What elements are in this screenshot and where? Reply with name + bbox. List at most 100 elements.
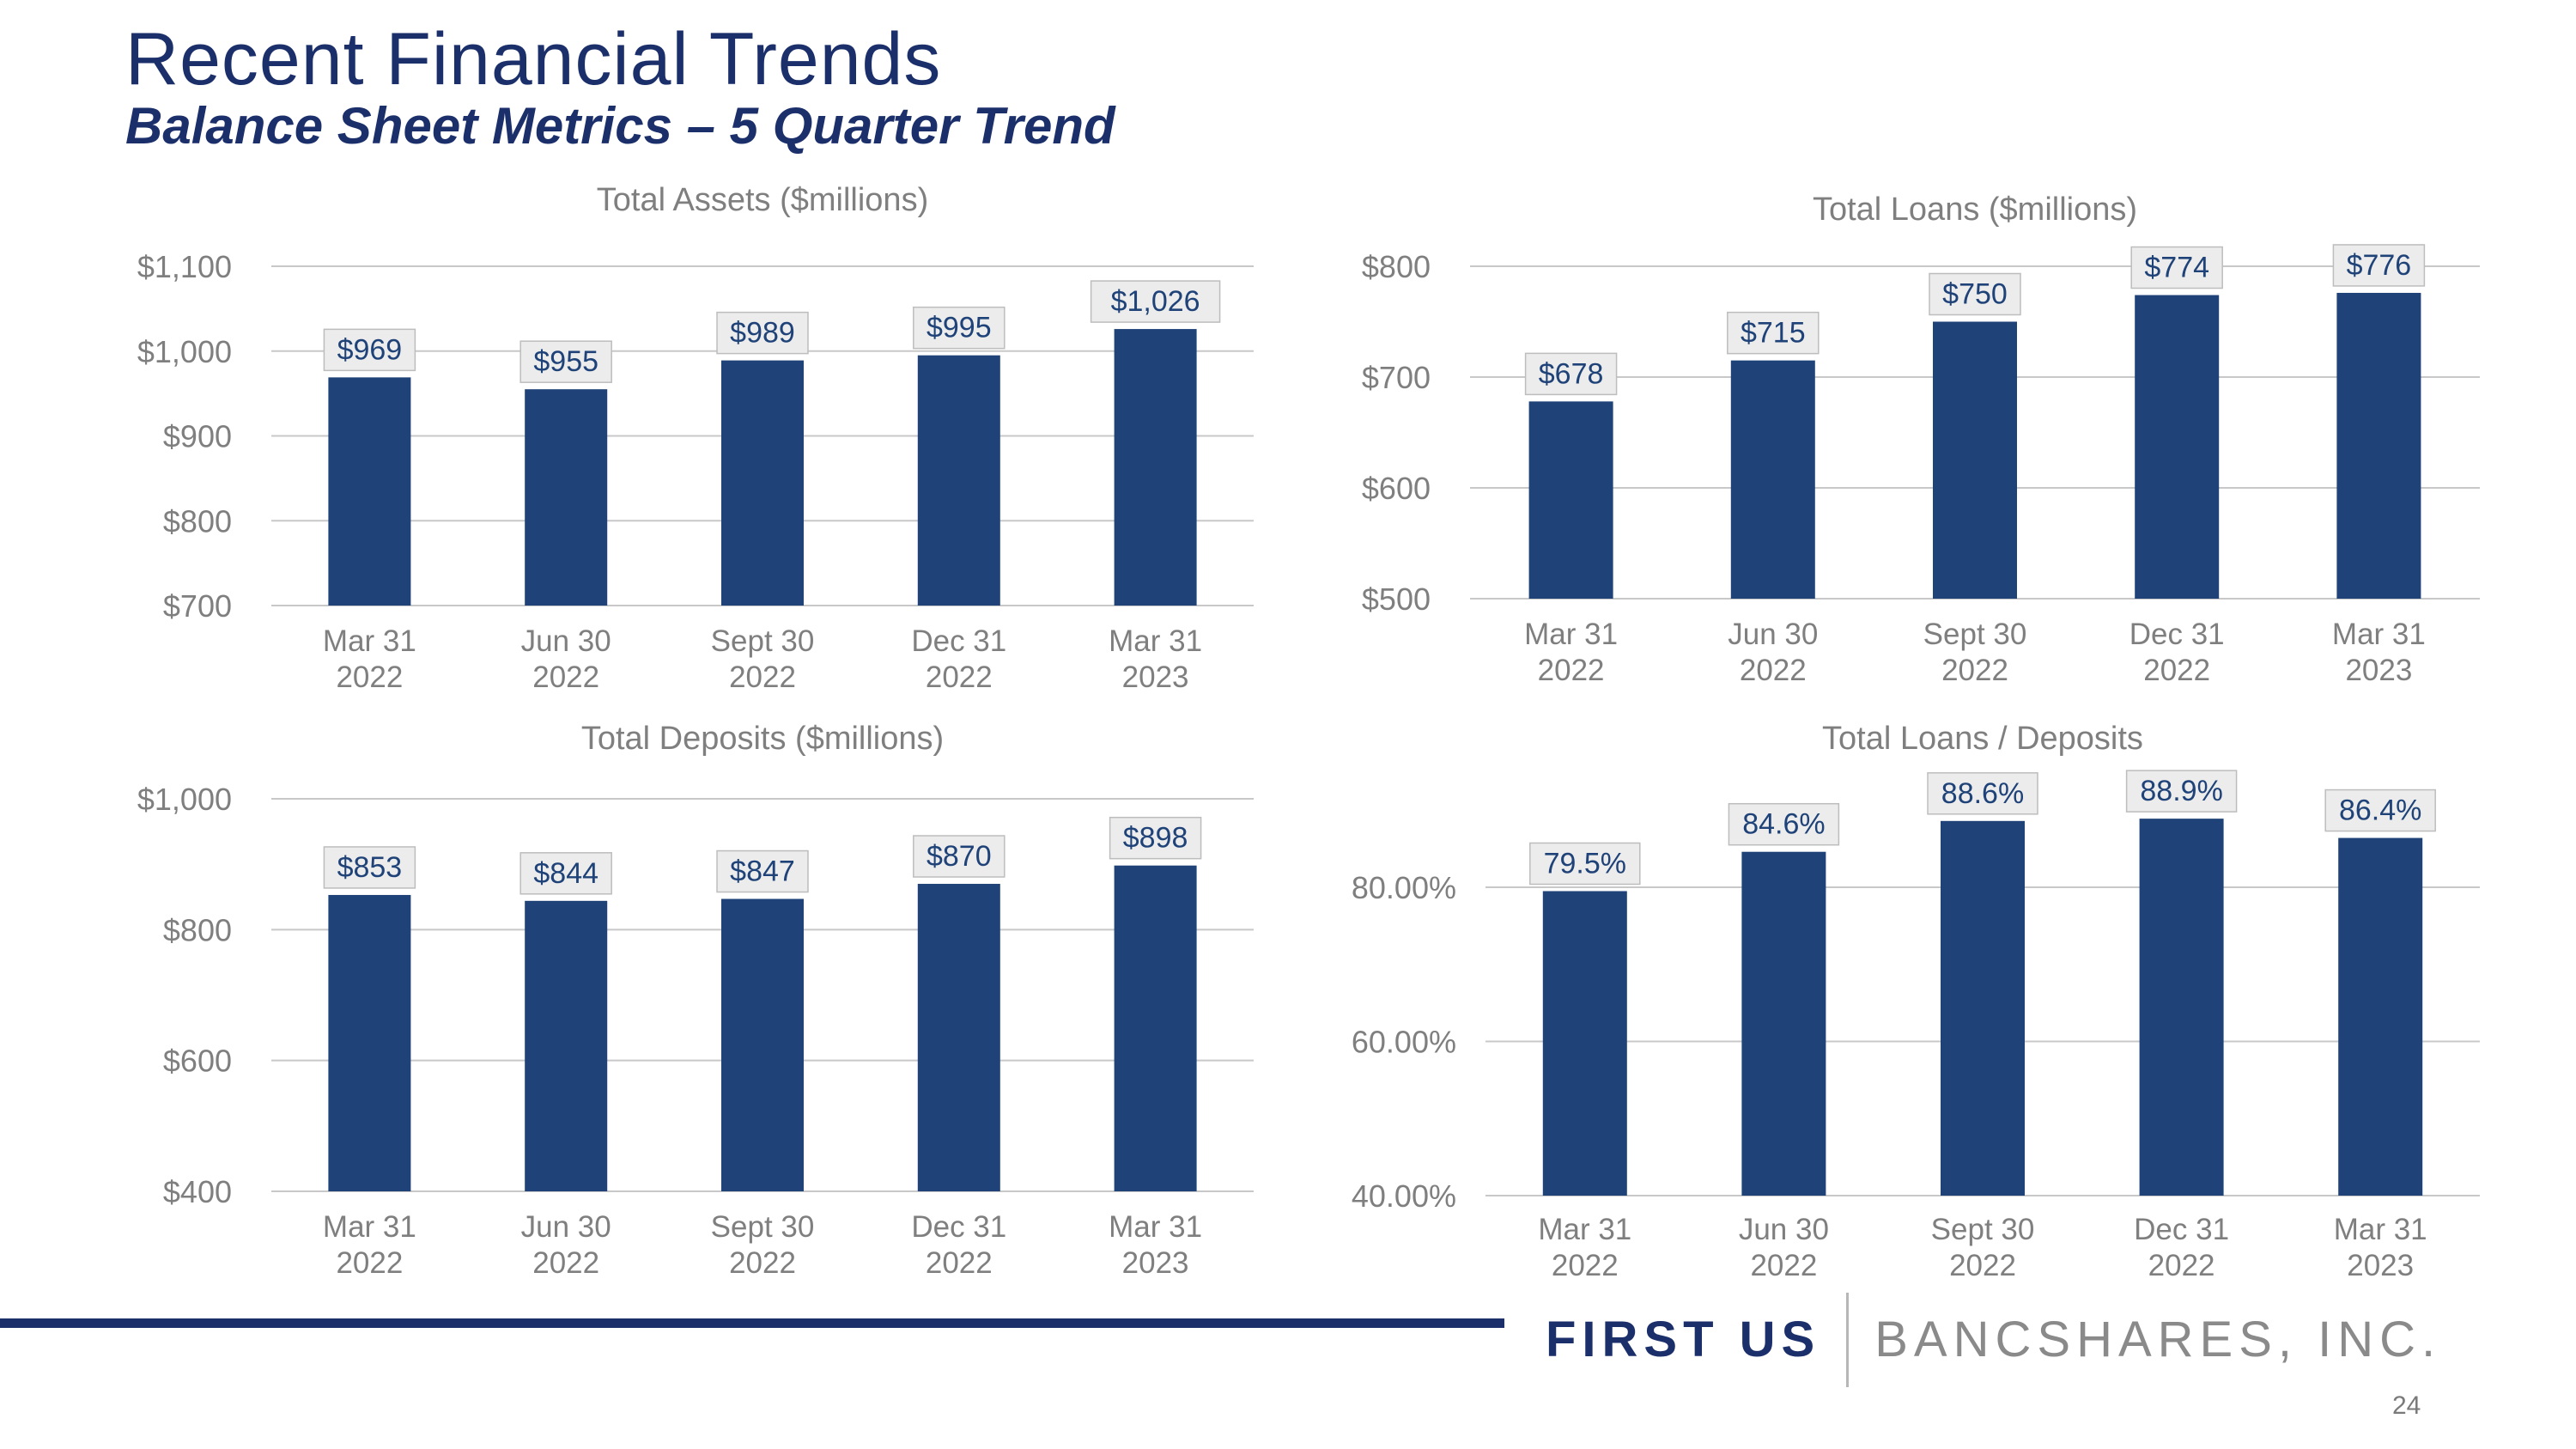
data-label: $969 bbox=[337, 333, 403, 366]
x-tick-label-year: 2022 bbox=[1538, 654, 1605, 687]
chart-title: Total Loans ($millions) bbox=[1813, 192, 2137, 228]
x-tick-label-year: 2022 bbox=[336, 1246, 403, 1280]
data-label: $678 bbox=[1539, 357, 1604, 390]
data-label: 79.5% bbox=[1544, 847, 1626, 880]
data-label: $870 bbox=[927, 840, 992, 873]
x-tick-label-year: 2022 bbox=[2148, 1249, 2215, 1282]
data-label: $1,026 bbox=[1111, 285, 1200, 318]
data-label: $776 bbox=[2347, 249, 2412, 282]
y-tick-label: $800 bbox=[163, 912, 232, 947]
y-tick-label: 60.00% bbox=[1352, 1025, 1456, 1060]
data-label-box bbox=[716, 311, 809, 355]
x-tick-label-year: 2023 bbox=[2347, 1249, 2414, 1282]
bar bbox=[917, 884, 1000, 1191]
bottom-rule bbox=[0, 1318, 1504, 1328]
y-tick-label: $600 bbox=[163, 1044, 232, 1079]
x-tick-label-year: 2022 bbox=[532, 661, 599, 694]
data-label: 84.6% bbox=[1742, 808, 1825, 841]
bar bbox=[1542, 891, 1627, 1196]
bar bbox=[2135, 295, 2220, 599]
data-label: $955 bbox=[533, 345, 598, 378]
data-label: $844 bbox=[533, 857, 598, 890]
data-label-box bbox=[1090, 280, 1221, 323]
y-tick-label: $700 bbox=[1362, 360, 1431, 395]
bar bbox=[2336, 292, 2421, 599]
chart-3: Total Loans / Deposits 40.00% 60.00% 80.00%… bbox=[1352, 721, 2480, 1282]
bar bbox=[328, 894, 411, 1191]
x-tick-label: Mar 31 bbox=[323, 624, 416, 658]
x-tick-label: Jun 30 bbox=[1728, 618, 1818, 651]
y-tick-label: $900 bbox=[163, 419, 232, 454]
chart-title: Total Assets ($millions) bbox=[597, 182, 928, 218]
data-label-box bbox=[2125, 770, 2238, 813]
x-tick-label: Dec 31 bbox=[911, 1210, 1006, 1244]
chart-0: Total Assets ($millions) $700 $800 $900 $1,0… bbox=[137, 182, 1254, 694]
bar bbox=[2139, 819, 2224, 1196]
x-tick-label: Mar 31 bbox=[1538, 1213, 1631, 1246]
y-tick-label: 40.00% bbox=[1352, 1178, 1456, 1214]
bar bbox=[525, 389, 608, 606]
chart-2: Total Deposits ($millions) $400 $600 $800 $1… bbox=[137, 721, 1254, 1280]
x-tick-label: Sept 30 bbox=[711, 1210, 815, 1244]
data-label-box bbox=[2130, 246, 2223, 289]
logo-divider bbox=[1846, 1293, 1850, 1387]
x-tick-label-year: 2022 bbox=[2143, 654, 2210, 687]
x-tick-label-year: 2022 bbox=[1740, 654, 1807, 687]
data-label-box bbox=[323, 328, 416, 372]
bar bbox=[1528, 401, 1613, 599]
page-number: 24 bbox=[2392, 1391, 2421, 1420]
data-label-box bbox=[1927, 772, 2038, 815]
x-tick-label: Jun 30 bbox=[521, 1210, 611, 1244]
y-tick-label: $1,100 bbox=[137, 249, 232, 284]
x-tick-label-year: 2023 bbox=[1122, 661, 1189, 694]
x-tick-label: Sept 30 bbox=[711, 624, 815, 658]
bar bbox=[1941, 820, 2025, 1196]
data-label: 88.9% bbox=[2140, 775, 2222, 807]
chart-1: Total Loans ($millions) $500 $600 $700 $800 $… bbox=[1362, 192, 2480, 687]
data-label-box bbox=[716, 849, 809, 893]
y-tick-label: $500 bbox=[1362, 581, 1431, 617]
data-label: $847 bbox=[730, 855, 795, 888]
y-tick-label: $800 bbox=[1362, 249, 1431, 284]
data-label-box bbox=[1524, 352, 1618, 396]
bar bbox=[328, 377, 411, 606]
x-tick-label: Mar 31 bbox=[1109, 1210, 1202, 1244]
data-label-box bbox=[519, 852, 612, 895]
data-label: $853 bbox=[337, 851, 403, 884]
logo-primary-text: FIRST US bbox=[1546, 1312, 1821, 1367]
bar bbox=[1933, 321, 2017, 599]
x-tick-label-year: 2022 bbox=[336, 661, 403, 694]
x-tick-label: Jun 30 bbox=[1739, 1213, 1829, 1246]
chart-title: Total Deposits ($millions) bbox=[581, 721, 944, 757]
data-label: 86.4% bbox=[2339, 795, 2421, 827]
data-label-box bbox=[1728, 802, 1840, 846]
bar bbox=[1114, 865, 1197, 1191]
x-tick-label: Dec 31 bbox=[911, 624, 1006, 658]
y-tick-label: 80.00% bbox=[1352, 870, 1456, 905]
data-label-box bbox=[913, 835, 1005, 878]
x-tick-label: Dec 31 bbox=[2134, 1213, 2229, 1246]
bar bbox=[721, 360, 804, 606]
data-label: $995 bbox=[927, 312, 992, 344]
x-tick-label: Dec 31 bbox=[2129, 618, 2225, 651]
y-tick-label: $1,000 bbox=[137, 334, 232, 369]
x-tick-label-year: 2022 bbox=[926, 1246, 993, 1280]
x-tick-label-year: 2022 bbox=[532, 1246, 599, 1280]
slide-subtitle: Balance Sheet Metrics – 5 Quarter Trend bbox=[125, 97, 1115, 155]
bar bbox=[525, 900, 608, 1191]
data-label-box bbox=[519, 340, 612, 383]
bar bbox=[2338, 837, 2423, 1196]
data-label: $715 bbox=[1741, 317, 1806, 350]
slide-title: Recent Financial Trends bbox=[125, 18, 942, 100]
data-label-box bbox=[1529, 842, 1641, 886]
bar bbox=[1730, 360, 1815, 599]
y-tick-label: $400 bbox=[163, 1174, 232, 1209]
data-label-box bbox=[323, 846, 416, 889]
bar bbox=[1114, 329, 1197, 606]
y-tick-label: $700 bbox=[163, 588, 232, 624]
x-tick-label-year: 2022 bbox=[729, 661, 796, 694]
x-tick-label-year: 2023 bbox=[1122, 1246, 1189, 1280]
bar bbox=[917, 355, 1000, 606]
y-tick-label: $800 bbox=[163, 503, 232, 539]
